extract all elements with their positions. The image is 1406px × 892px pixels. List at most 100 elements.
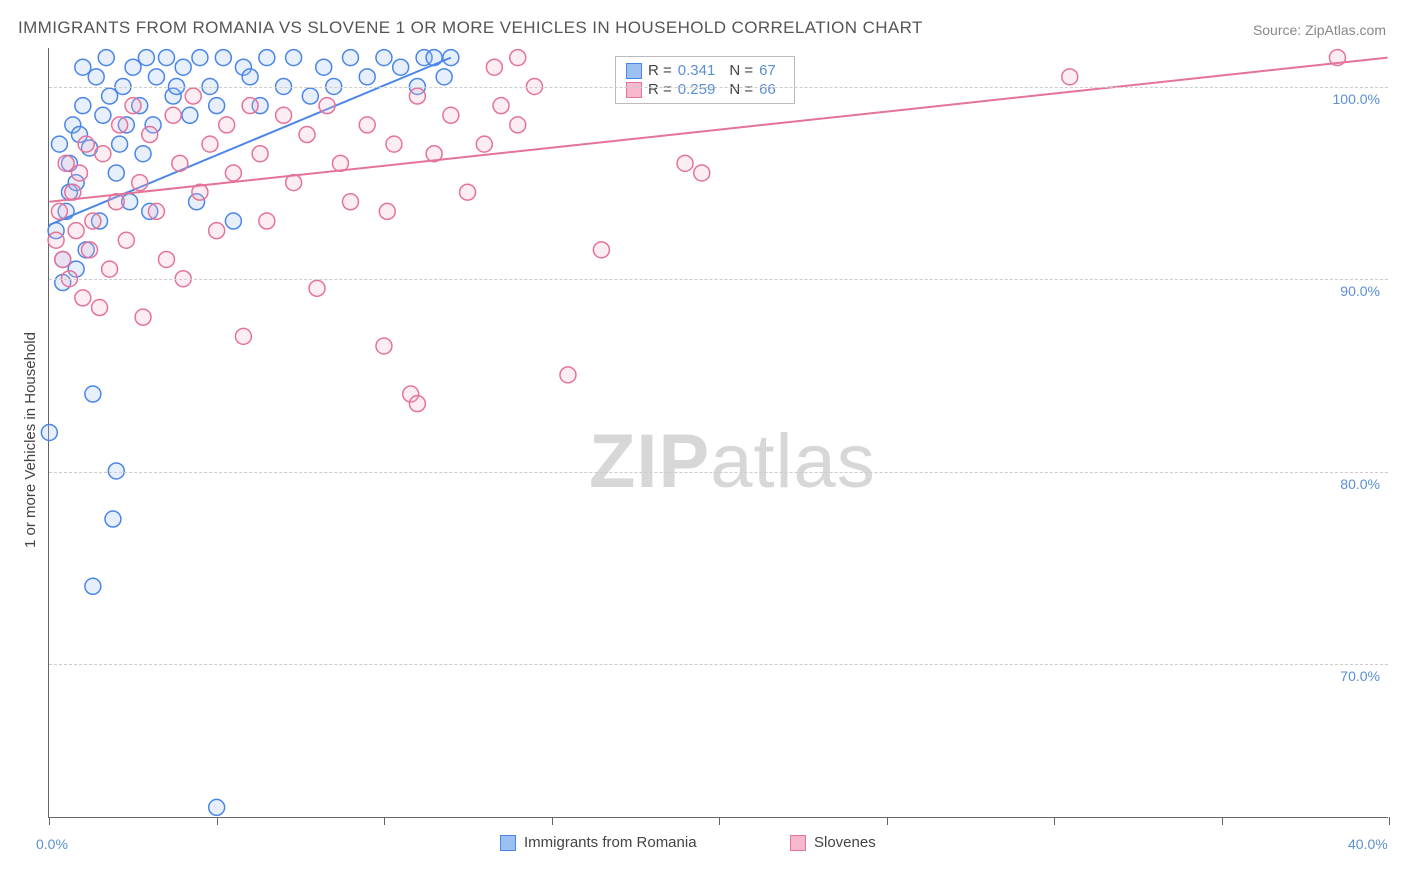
scatter-point — [436, 69, 452, 85]
scatter-point — [476, 136, 492, 152]
x-tick — [49, 817, 50, 825]
scatter-point — [460, 184, 476, 200]
scatter-point — [112, 136, 128, 152]
scatter-point — [165, 107, 181, 123]
scatter-point — [242, 98, 258, 114]
legend-swatch — [500, 835, 516, 851]
n-label: N = — [729, 62, 753, 79]
legend-swatch — [790, 835, 806, 851]
scatter-point — [252, 146, 268, 162]
scatter-point — [185, 88, 201, 104]
scatter-point — [85, 578, 101, 594]
scatter-point — [443, 107, 459, 123]
n-label: N = — [729, 81, 753, 98]
scatter-point — [158, 251, 174, 267]
scatter-point — [138, 50, 154, 66]
scatter-point — [158, 50, 174, 66]
scatter-point — [148, 203, 164, 219]
y-axis-title: 1 or more Vehicles in Household — [22, 332, 39, 548]
scatter-point — [105, 511, 121, 527]
scatter-point — [78, 136, 94, 152]
scatter-point — [486, 59, 502, 75]
y-tick-label: 100.0% — [1333, 91, 1380, 107]
scatter-point — [175, 59, 191, 75]
x-tick — [887, 817, 888, 825]
y-tick-label: 70.0% — [1340, 668, 1380, 684]
scatter-point — [242, 69, 258, 85]
scatter-point — [142, 127, 158, 143]
scatter-point — [259, 213, 275, 229]
scatter-point — [219, 117, 235, 133]
legend-swatch — [626, 82, 642, 98]
scatter-point — [92, 300, 108, 316]
scatter-point — [299, 127, 315, 143]
x-tick — [217, 817, 218, 825]
scatter-point — [342, 50, 358, 66]
scatter-point — [259, 50, 275, 66]
x-tick-label-start: 0.0% — [36, 836, 68, 852]
scatter-point — [359, 117, 375, 133]
scatter-point — [309, 280, 325, 296]
scatter-point — [75, 290, 91, 306]
legend-swatch — [626, 63, 642, 79]
x-tick — [552, 817, 553, 825]
scatter-point — [102, 88, 118, 104]
scatter-point — [386, 136, 402, 152]
scatter-point — [209, 799, 225, 815]
x-tick — [384, 817, 385, 825]
scatter-point — [235, 328, 251, 344]
n-value: 67 — [759, 62, 776, 79]
scatter-point — [225, 165, 241, 181]
scatter-point — [1062, 69, 1078, 85]
n-value: 66 — [759, 81, 776, 98]
y-tick-label: 90.0% — [1340, 283, 1380, 299]
gridline — [49, 472, 1388, 473]
scatter-point — [108, 165, 124, 181]
scatter-point — [135, 146, 151, 162]
scatter-point — [95, 146, 111, 162]
scatter-point — [376, 338, 392, 354]
scatter-svg — [49, 48, 1388, 817]
scatter-point — [68, 223, 84, 239]
scatter-point — [393, 59, 409, 75]
x-tick — [1054, 817, 1055, 825]
r-value: 0.259 — [678, 81, 716, 98]
scatter-point — [172, 155, 188, 171]
legend-row: R =0.259N =66 — [626, 80, 784, 99]
correlation-legend: R = 0.341 N = 67R = 0.259 N = 66 — [615, 56, 795, 104]
scatter-point — [215, 50, 231, 66]
chart-title: IMMIGRANTS FROM ROMANIA VS SLOVENE 1 OR … — [18, 18, 923, 38]
scatter-point — [85, 386, 101, 402]
scatter-point — [202, 136, 218, 152]
scatter-point — [75, 59, 91, 75]
scatter-point — [560, 367, 576, 383]
scatter-point — [379, 203, 395, 219]
scatter-point — [58, 155, 74, 171]
scatter-point — [102, 261, 118, 277]
scatter-point — [132, 175, 148, 191]
scatter-point — [85, 213, 101, 229]
y-tick-label: 80.0% — [1340, 476, 1380, 492]
scatter-point — [135, 309, 151, 325]
scatter-point — [118, 232, 134, 248]
legend-row: R = 0.341 N = 67 — [626, 61, 784, 80]
scatter-point — [677, 155, 693, 171]
r-value: 0.341 — [678, 62, 716, 79]
scatter-point — [359, 69, 375, 85]
scatter-point — [125, 59, 141, 75]
chart-container: IMMIGRANTS FROM ROMANIA VS SLOVENE 1 OR … — [0, 0, 1406, 892]
gridline — [49, 279, 1388, 280]
scatter-point — [108, 194, 124, 210]
scatter-point — [593, 242, 609, 258]
x-tick — [1389, 817, 1390, 825]
legend-label: Immigrants from Romania — [524, 834, 697, 851]
scatter-point — [88, 69, 104, 85]
scatter-point — [493, 98, 509, 114]
scatter-point — [41, 425, 57, 441]
scatter-point — [225, 213, 241, 229]
scatter-point — [316, 59, 332, 75]
x-tick-label-end: 40.0% — [1348, 836, 1388, 852]
scatter-point — [694, 165, 710, 181]
scatter-point — [409, 88, 425, 104]
r-label: R = — [648, 62, 672, 79]
